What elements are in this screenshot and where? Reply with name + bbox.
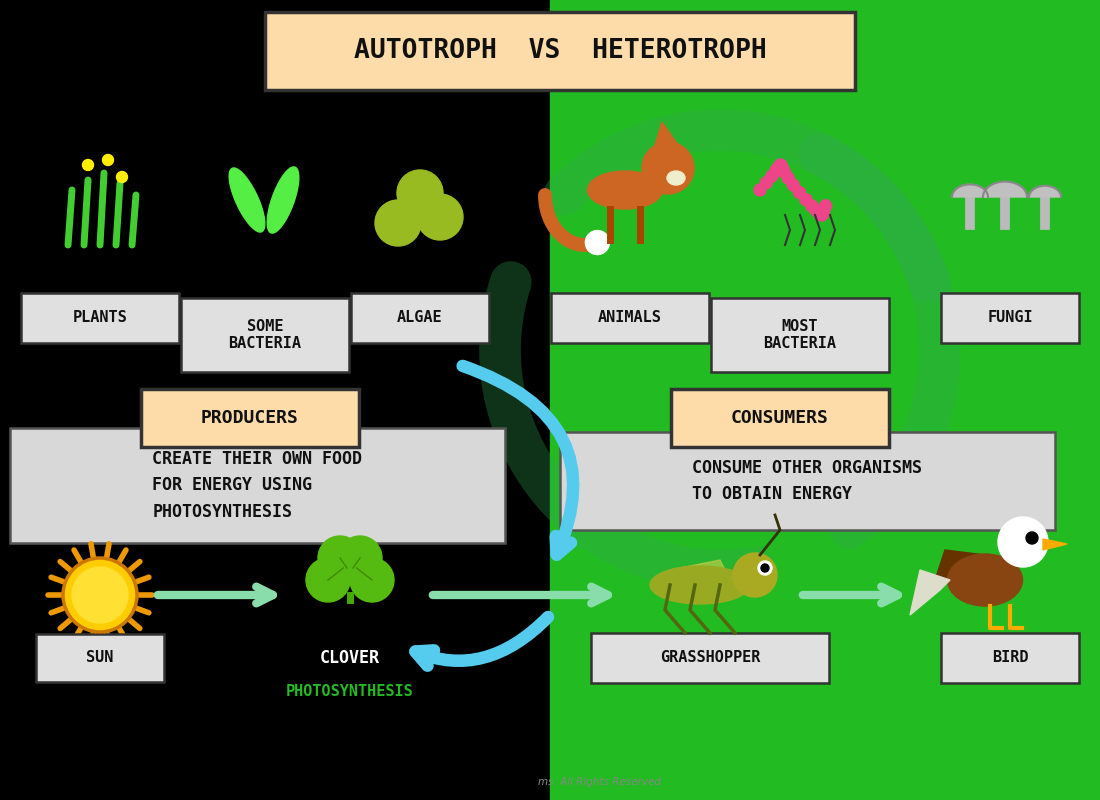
Circle shape	[820, 200, 832, 212]
Circle shape	[642, 142, 694, 194]
FancyBboxPatch shape	[560, 432, 1055, 530]
Circle shape	[817, 205, 829, 217]
FancyBboxPatch shape	[940, 293, 1079, 343]
Text: ALGAE: ALGAE	[397, 310, 443, 326]
FancyBboxPatch shape	[711, 298, 889, 371]
Text: MOST
BACTERIA: MOST BACTERIA	[763, 318, 836, 351]
Text: CONSUME OTHER ORGANISMS
TO OBTAIN ENERGY: CONSUME OTHER ORGANISMS TO OBTAIN ENERGY	[693, 459, 923, 503]
Polygon shape	[670, 560, 730, 585]
Ellipse shape	[947, 554, 1023, 606]
Circle shape	[788, 179, 800, 191]
Circle shape	[800, 194, 812, 206]
Text: SUN: SUN	[86, 650, 113, 666]
Circle shape	[375, 200, 421, 246]
Circle shape	[776, 159, 788, 171]
Text: CONSUMERS: CONSUMERS	[732, 409, 829, 427]
Polygon shape	[1043, 539, 1067, 550]
Bar	[0, 0, 550, 800]
FancyBboxPatch shape	[36, 634, 164, 682]
Circle shape	[63, 558, 138, 632]
Polygon shape	[267, 167, 299, 233]
Circle shape	[758, 561, 772, 575]
Text: AUTOTROPH  VS  HETEROTROPH: AUTOTROPH VS HETEROTROPH	[353, 38, 767, 64]
Text: FUNGI: FUNGI	[987, 310, 1033, 326]
Polygon shape	[930, 550, 1005, 595]
Circle shape	[817, 208, 828, 220]
Ellipse shape	[667, 171, 685, 185]
Circle shape	[397, 170, 443, 216]
Polygon shape	[983, 182, 1027, 197]
Text: BIRD: BIRD	[992, 650, 1028, 666]
Circle shape	[774, 159, 786, 171]
Circle shape	[760, 177, 772, 189]
Polygon shape	[952, 185, 988, 197]
Circle shape	[814, 208, 826, 220]
FancyArrowPatch shape	[416, 617, 548, 666]
Text: PLANTS: PLANTS	[73, 310, 128, 326]
Text: PHOTOSYNTHESIS: PHOTOSYNTHESIS	[286, 685, 414, 699]
Circle shape	[770, 165, 782, 177]
Circle shape	[102, 154, 113, 166]
FancyBboxPatch shape	[351, 293, 490, 343]
FancyBboxPatch shape	[265, 12, 855, 90]
Circle shape	[585, 230, 609, 254]
FancyBboxPatch shape	[671, 389, 889, 447]
Text: CREATE THEIR OWN FOOD
FOR ENERGY USING
PHOTOSYNTHESIS: CREATE THEIR OWN FOOD FOR ENERGY USING P…	[153, 450, 363, 521]
Circle shape	[816, 209, 827, 221]
Text: PRODUCERS: PRODUCERS	[201, 409, 299, 427]
Circle shape	[733, 553, 777, 597]
FancyBboxPatch shape	[141, 389, 359, 447]
Circle shape	[806, 200, 817, 212]
Polygon shape	[910, 570, 950, 615]
Polygon shape	[229, 168, 265, 232]
Circle shape	[782, 172, 794, 184]
Circle shape	[350, 558, 394, 602]
Ellipse shape	[587, 171, 662, 209]
Circle shape	[811, 205, 823, 217]
FancyBboxPatch shape	[551, 293, 710, 343]
FancyBboxPatch shape	[21, 293, 179, 343]
Circle shape	[777, 162, 789, 174]
Circle shape	[72, 567, 128, 623]
Circle shape	[417, 194, 463, 240]
Text: ms. All Rights Reserved: ms. All Rights Reserved	[539, 777, 661, 787]
Bar	[550, 0, 1100, 800]
Circle shape	[761, 564, 769, 572]
Circle shape	[998, 517, 1048, 567]
FancyArrowPatch shape	[463, 366, 573, 554]
Circle shape	[306, 558, 350, 602]
Circle shape	[117, 171, 128, 182]
FancyBboxPatch shape	[10, 428, 505, 543]
Circle shape	[754, 184, 766, 196]
FancyBboxPatch shape	[940, 633, 1079, 683]
Circle shape	[338, 556, 362, 580]
Circle shape	[766, 170, 778, 182]
Circle shape	[779, 166, 791, 178]
Text: SOME
BACTERIA: SOME BACTERIA	[229, 318, 301, 351]
Circle shape	[82, 159, 94, 170]
Text: GRASSHOPPER: GRASSHOPPER	[660, 650, 760, 666]
Circle shape	[1026, 532, 1038, 544]
Ellipse shape	[650, 566, 750, 604]
Circle shape	[772, 161, 784, 173]
Text: ANIMALS: ANIMALS	[598, 310, 662, 326]
Circle shape	[318, 536, 362, 580]
Polygon shape	[1028, 186, 1062, 197]
Polygon shape	[654, 122, 678, 145]
Circle shape	[793, 186, 805, 198]
FancyBboxPatch shape	[182, 298, 349, 371]
FancyBboxPatch shape	[591, 633, 829, 683]
Text: CLOVER: CLOVER	[320, 649, 379, 667]
Circle shape	[338, 536, 382, 580]
